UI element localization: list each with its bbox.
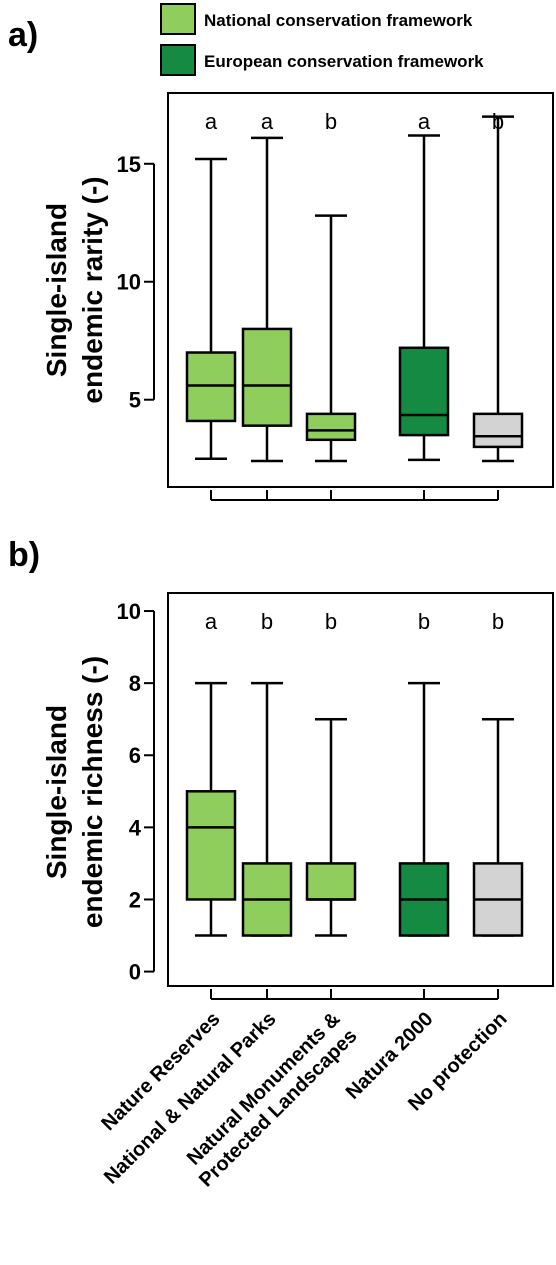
box-iqr	[472, 412, 524, 449]
box-4: b	[398, 609, 450, 937]
box-iqr	[305, 862, 357, 901]
box-3: b	[305, 609, 357, 937]
y-tick-label: 8	[129, 671, 141, 696]
significance-letter: a	[205, 109, 218, 134]
box-4: a	[398, 109, 450, 462]
box-2: a	[241, 109, 293, 463]
significance-letter: a	[261, 109, 274, 134]
legend: National conservation framework European…	[160, 3, 484, 76]
significance-letter: a	[205, 609, 218, 634]
plot-frame	[167, 92, 554, 488]
legend-swatch-european	[160, 44, 196, 76]
y-tick-label: 2	[129, 887, 141, 912]
x-category-label-line: Protected Landscapes	[195, 1025, 361, 1191]
y-tick-label: 6	[129, 743, 141, 768]
plot-area-a: 5 10 15 a a b a b	[117, 92, 554, 501]
panel-label-b: b)	[8, 536, 40, 574]
box-5: b	[472, 609, 524, 937]
y-tick-label: 0	[129, 960, 141, 985]
y-axis-label-a-line2: endemic rarity (-)	[77, 176, 108, 403]
plot-area-b: 0 2 4 6 8 10 a b b b b	[117, 592, 554, 1000]
significance-letter: b	[325, 609, 337, 634]
box-1: a	[185, 109, 237, 460]
y-axis-label-b-line2: endemic richness (-)	[77, 656, 108, 928]
box-iqr	[305, 412, 357, 442]
y-tick-label: 5	[129, 388, 141, 413]
significance-letter: b	[492, 609, 504, 634]
box-3: b	[305, 109, 357, 463]
panel-a: a) Single-island endemic rarity (-) 5 10 1…	[8, 16, 554, 501]
box-iqr	[398, 346, 450, 437]
y-tick-label: 15	[117, 152, 141, 177]
legend-swatch-national	[160, 3, 196, 35]
legend-label-european: European conservation framework	[204, 52, 484, 71]
box-iqr	[185, 790, 237, 901]
significance-letter: b	[261, 609, 273, 634]
y-tick-label: 10	[117, 599, 141, 624]
significance-letter: b	[492, 109, 504, 134]
panel-b: b) Single-island endemic richness (-) 0 2…	[8, 536, 554, 1000]
y-tick-label: 10	[117, 270, 141, 295]
box-iqr	[241, 327, 293, 427]
significance-letter: b	[325, 109, 337, 134]
legend-label-national: National conservation framework	[204, 11, 473, 30]
y-tick-label: 4	[129, 815, 142, 840]
panel-label-a: a)	[8, 16, 38, 54]
y-axis-label-b-line1: Single-island	[41, 705, 72, 879]
box-2: b	[241, 609, 293, 937]
y-axis-label-a-line1: Single-island	[41, 203, 72, 377]
box-1: a	[185, 609, 237, 937]
box-5: b	[472, 109, 524, 463]
significance-letter: b	[418, 609, 430, 634]
significance-letter: a	[418, 109, 431, 134]
plot-frame	[167, 592, 554, 987]
